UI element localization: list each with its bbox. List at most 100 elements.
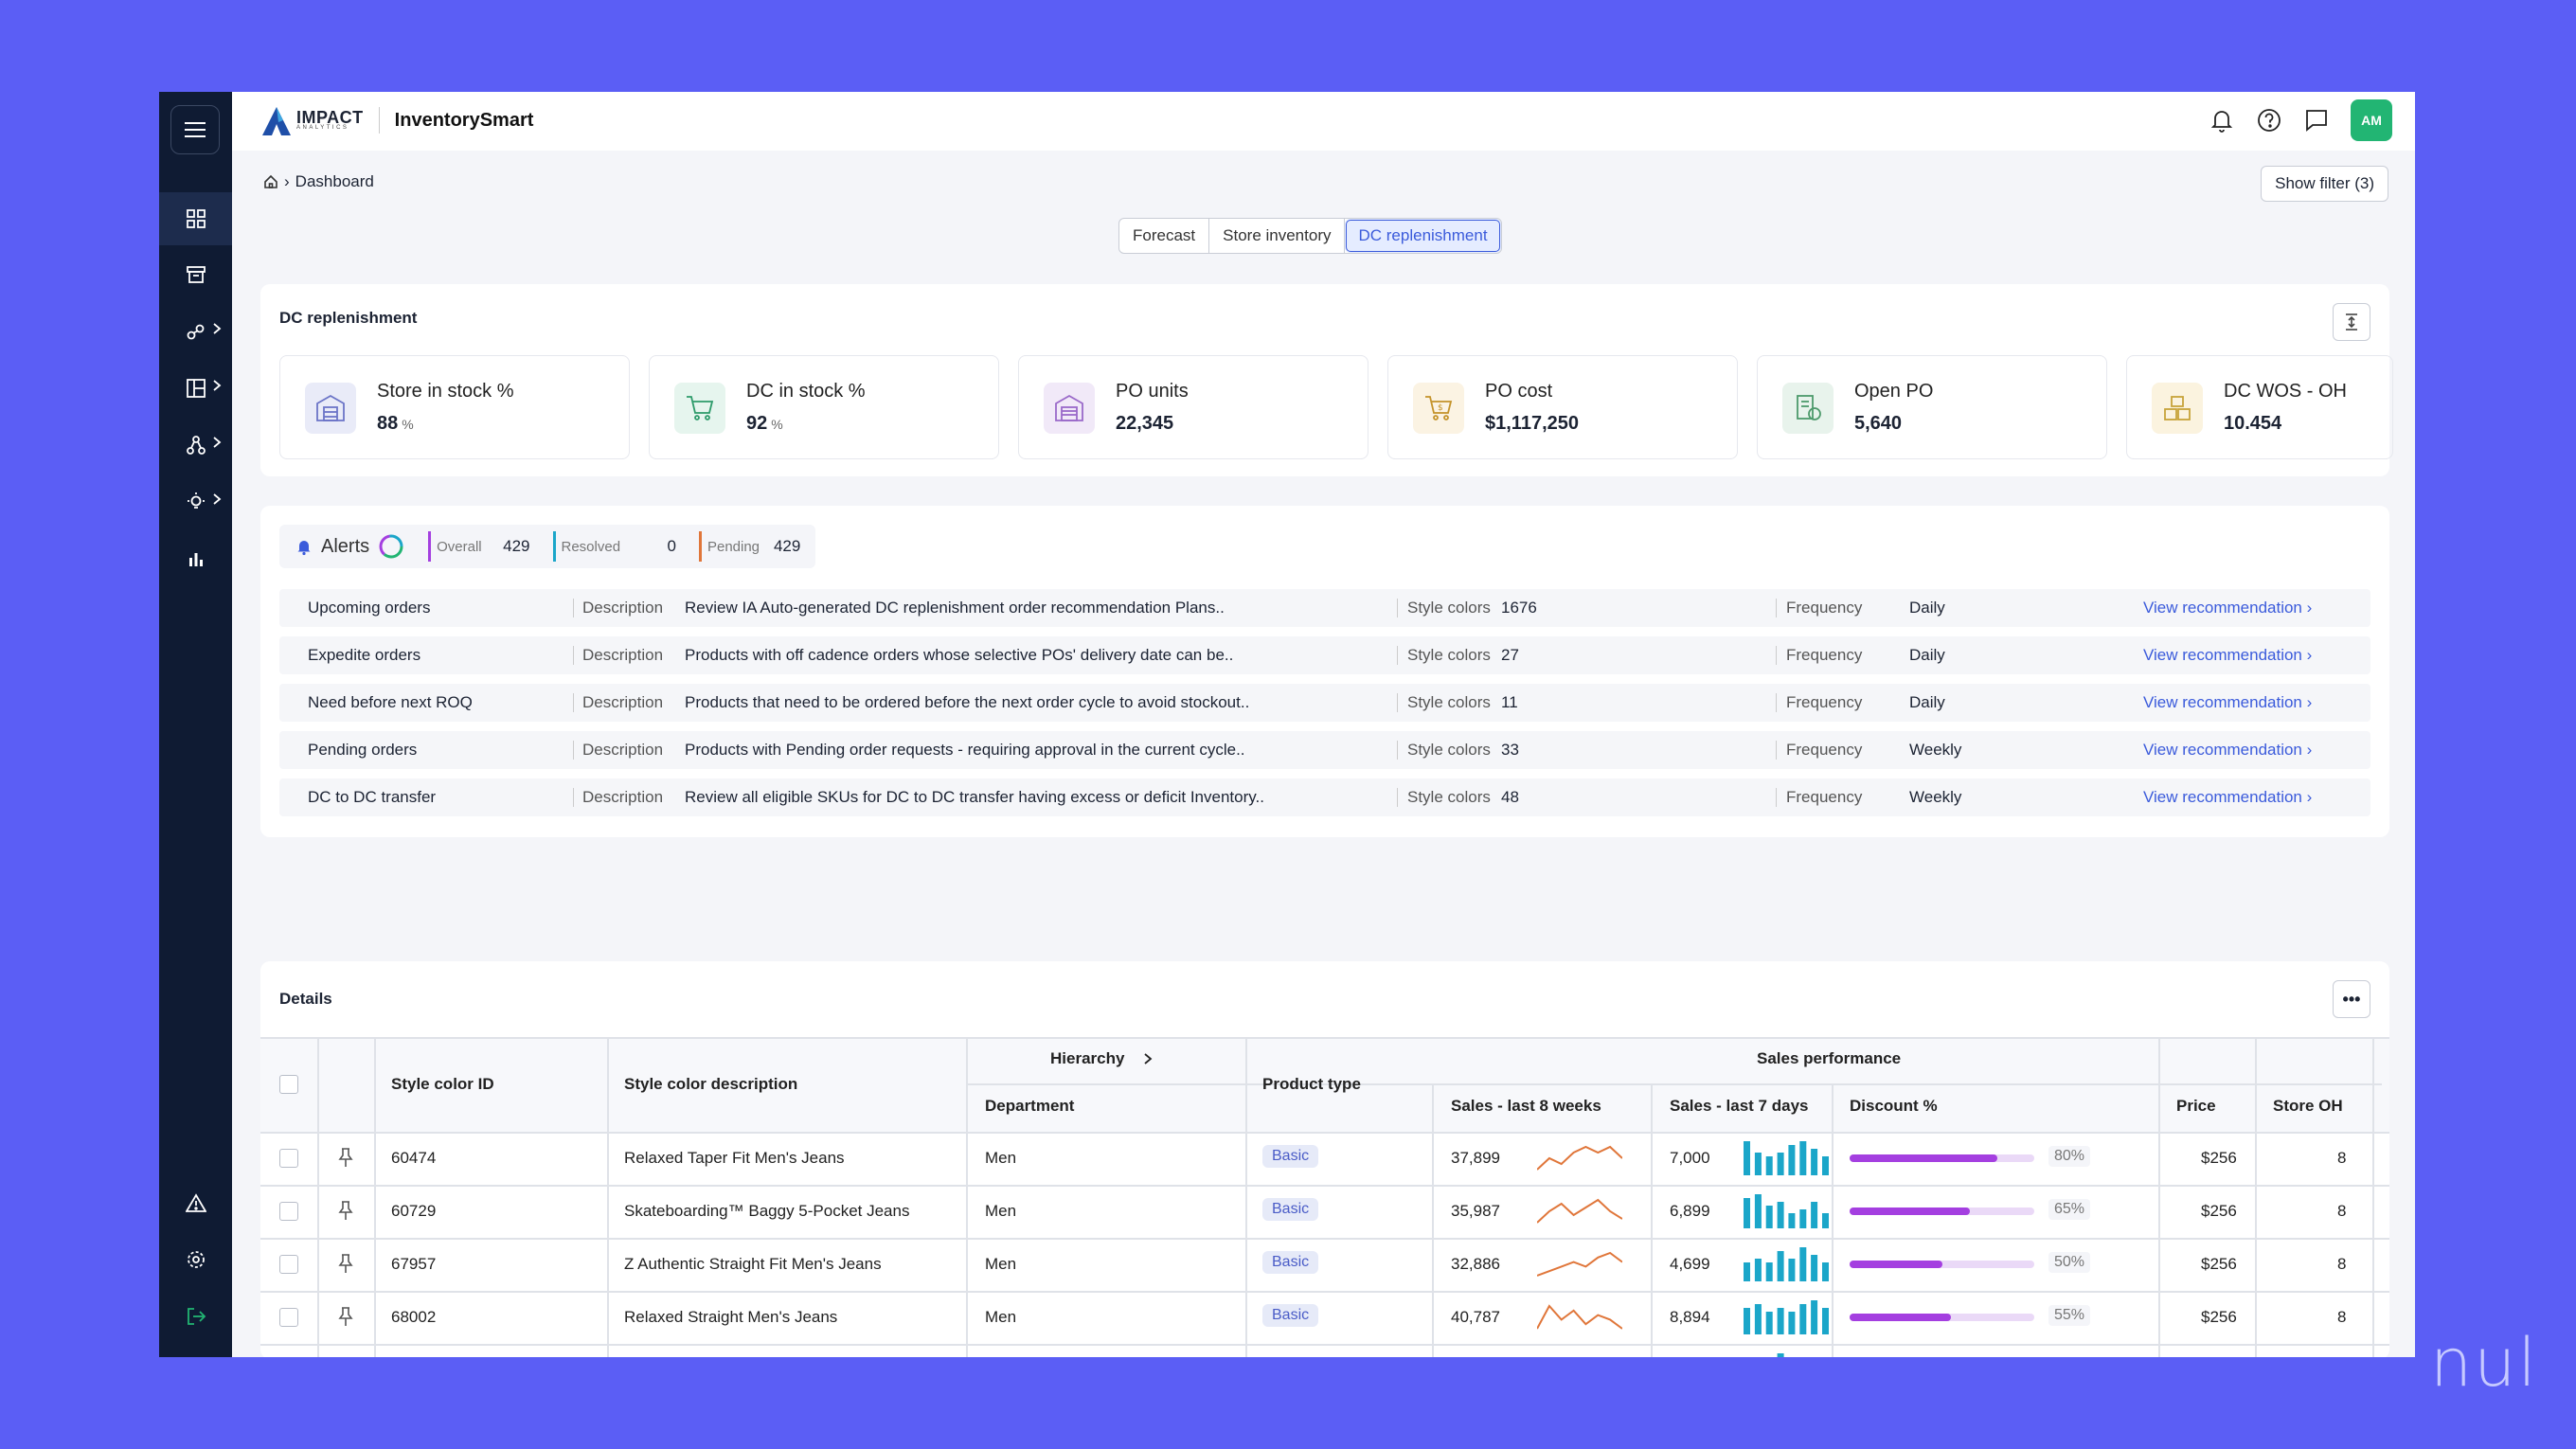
sales-bar: [1788, 1259, 1796, 1281]
sales-bar: [1788, 1213, 1796, 1228]
tab-dc-replenishment[interactable]: DC replenishment: [1345, 219, 1501, 253]
pin-icon[interactable]: [338, 1147, 355, 1168]
sidebar-item-dashboard[interactable]: [159, 192, 232, 245]
column-divider: [966, 1037, 968, 1357]
details-card: Details ••• Style color ID Style color d…: [260, 961, 2389, 1357]
show-filter-button[interactable]: Show filter (3): [2261, 166, 2388, 202]
divider: [260, 1132, 2389, 1134]
select-all-checkbox[interactable]: [279, 1075, 298, 1094]
stat-pending: Pending 429: [698, 531, 801, 562]
hamburger-menu-button[interactable]: [170, 105, 220, 154]
sales-bar: [1799, 1247, 1807, 1281]
row-checkbox[interactable]: [279, 1149, 298, 1168]
alert-row[interactable]: Expedite orders Description Products wit…: [279, 636, 2370, 674]
sales-bar: [1811, 1202, 1818, 1228]
stat-resolved: Resolved 0: [552, 531, 676, 562]
sidebar-item-network[interactable]: [159, 419, 232, 472]
view-recommendation-link[interactable]: View recommendation ›: [2143, 788, 2313, 806]
chevron-right-icon[interactable]: [1143, 1052, 1153, 1065]
column-divider: [607, 1037, 609, 1357]
header-sales-8-weeks[interactable]: Sales - last 8 weeks: [1451, 1097, 1601, 1115]
cell-style-color-description: Relaxed Straight Men's Jeans: [624, 1308, 838, 1326]
warning-icon: [185, 1193, 206, 1212]
header-sales-7-days[interactable]: Sales - last 7 days: [1670, 1097, 1809, 1115]
tab-store-inventory[interactable]: Store inventory: [1209, 219, 1346, 253]
divider: [1397, 741, 1398, 760]
kpi-number: $1,117,250: [1485, 413, 1579, 434]
row-checkbox[interactable]: [279, 1308, 298, 1327]
alerts-title: Alerts: [321, 535, 370, 557]
product-type-badge: Basic: [1262, 1145, 1319, 1168]
top-bar: IMPACT ANALYTICS InventorySmart AM: [232, 92, 2415, 151]
view-recommendation-link[interactable]: View recommendation ›: [2143, 646, 2313, 664]
home-icon[interactable]: [263, 174, 278, 189]
alert-row[interactable]: Pending orders Description Products with…: [279, 731, 2370, 769]
brand-sub: ANALYTICS: [296, 125, 349, 131]
cell-price: $256: [2201, 1255, 2237, 1273]
header-store-oh[interactable]: Store OH: [2273, 1097, 2343, 1115]
header-style-color-description[interactable]: Style color description: [624, 1075, 798, 1093]
header-product-type[interactable]: Product type: [1262, 1075, 1361, 1093]
sales-bar: [1811, 1149, 1818, 1175]
view-recommendation-link[interactable]: View recommendation ›: [2143, 599, 2313, 617]
kpi-unit: %: [771, 417, 783, 432]
frequency-value: Weekly: [1909, 788, 1962, 806]
alert-row[interactable]: DC to DC transfer Description Review all…: [279, 778, 2370, 816]
row-checkbox[interactable]: [279, 1255, 298, 1274]
pin-icon[interactable]: [338, 1253, 355, 1274]
sidebar-item-settings[interactable]: [159, 1233, 232, 1286]
pin-icon[interactable]: [338, 1306, 355, 1327]
bell-icon[interactable]: [2209, 107, 2235, 134]
divider: [1776, 599, 1777, 617]
view-recommendation-link[interactable]: View recommendation ›: [2143, 741, 2313, 759]
header-department[interactable]: Department: [985, 1097, 1075, 1115]
sidebar-item-inventory[interactable]: [159, 248, 232, 301]
kpi-value: 88%: [377, 413, 414, 435]
sidebar-item-insights[interactable]: [159, 475, 232, 528]
sidebar-item-logout[interactable]: [159, 1290, 232, 1343]
kpi-number: 10.454: [2224, 413, 2282, 434]
column-divider: [1432, 1083, 1434, 1357]
frequency-value: Weekly: [1909, 741, 1962, 759]
header-hierarchy[interactable]: Hierarchy: [1050, 1049, 1125, 1067]
sidebar-item-allocation[interactable]: [159, 305, 232, 358]
sidebar-item-planning[interactable]: [159, 362, 232, 415]
cell-store-oh: 8: [2337, 1255, 2347, 1273]
alert-row[interactable]: Need before next ROQ Description Product…: [279, 684, 2370, 722]
stat-value: 429: [773, 537, 801, 555]
frequency-value: Daily: [1909, 693, 1945, 711]
stat-overall: Overall 429: [428, 531, 530, 562]
kpi-label: PO units: [1116, 381, 1189, 402]
row-checkbox[interactable]: [279, 1202, 298, 1221]
header-style-color-id[interactable]: Style color ID: [391, 1075, 494, 1093]
header-price[interactable]: Price: [2176, 1097, 2216, 1115]
help-icon[interactable]: [2256, 107, 2282, 134]
avatar[interactable]: AM: [2351, 99, 2392, 141]
cell-style-color-id: 68002: [391, 1308, 437, 1326]
column-divider: [2372, 1037, 2374, 1357]
sales-bar: [1822, 1213, 1829, 1228]
alert-row[interactable]: Upcoming orders Description Review IA Au…: [279, 589, 2370, 627]
kpi-number: 88: [377, 413, 399, 434]
collapse-button[interactable]: [2333, 303, 2370, 341]
sidebar-item-alerts[interactable]: [159, 1177, 232, 1230]
kpi-section-title: DC replenishment: [279, 309, 418, 327]
frequency-value: Daily: [1909, 599, 1945, 617]
alert-description: Products that need to be ordered before …: [685, 693, 1250, 711]
header-discount[interactable]: Discount %: [1850, 1097, 1938, 1115]
more-options-button[interactable]: •••: [2333, 980, 2370, 1018]
kpi-po-units: PO units 22,345: [1018, 355, 1368, 459]
logo-separator: [378, 107, 380, 134]
sales-bar: [1754, 1304, 1762, 1334]
product-type-badge: Basic: [1262, 1198, 1319, 1221]
style-colors-value: 48: [1501, 788, 1519, 806]
kpi-label: Store in stock %: [377, 381, 514, 402]
tab-forecast[interactable]: Forecast: [1119, 219, 1210, 253]
pin-icon[interactable]: [338, 1200, 355, 1221]
sidebar-item-reports[interactable]: [159, 532, 232, 585]
divider: [1397, 788, 1398, 807]
style-colors-label: Style colors: [1407, 693, 1491, 711]
view-recommendation-link[interactable]: View recommendation ›: [2143, 693, 2313, 711]
chat-icon[interactable]: [2303, 107, 2330, 134]
divider: [1776, 741, 1777, 760]
